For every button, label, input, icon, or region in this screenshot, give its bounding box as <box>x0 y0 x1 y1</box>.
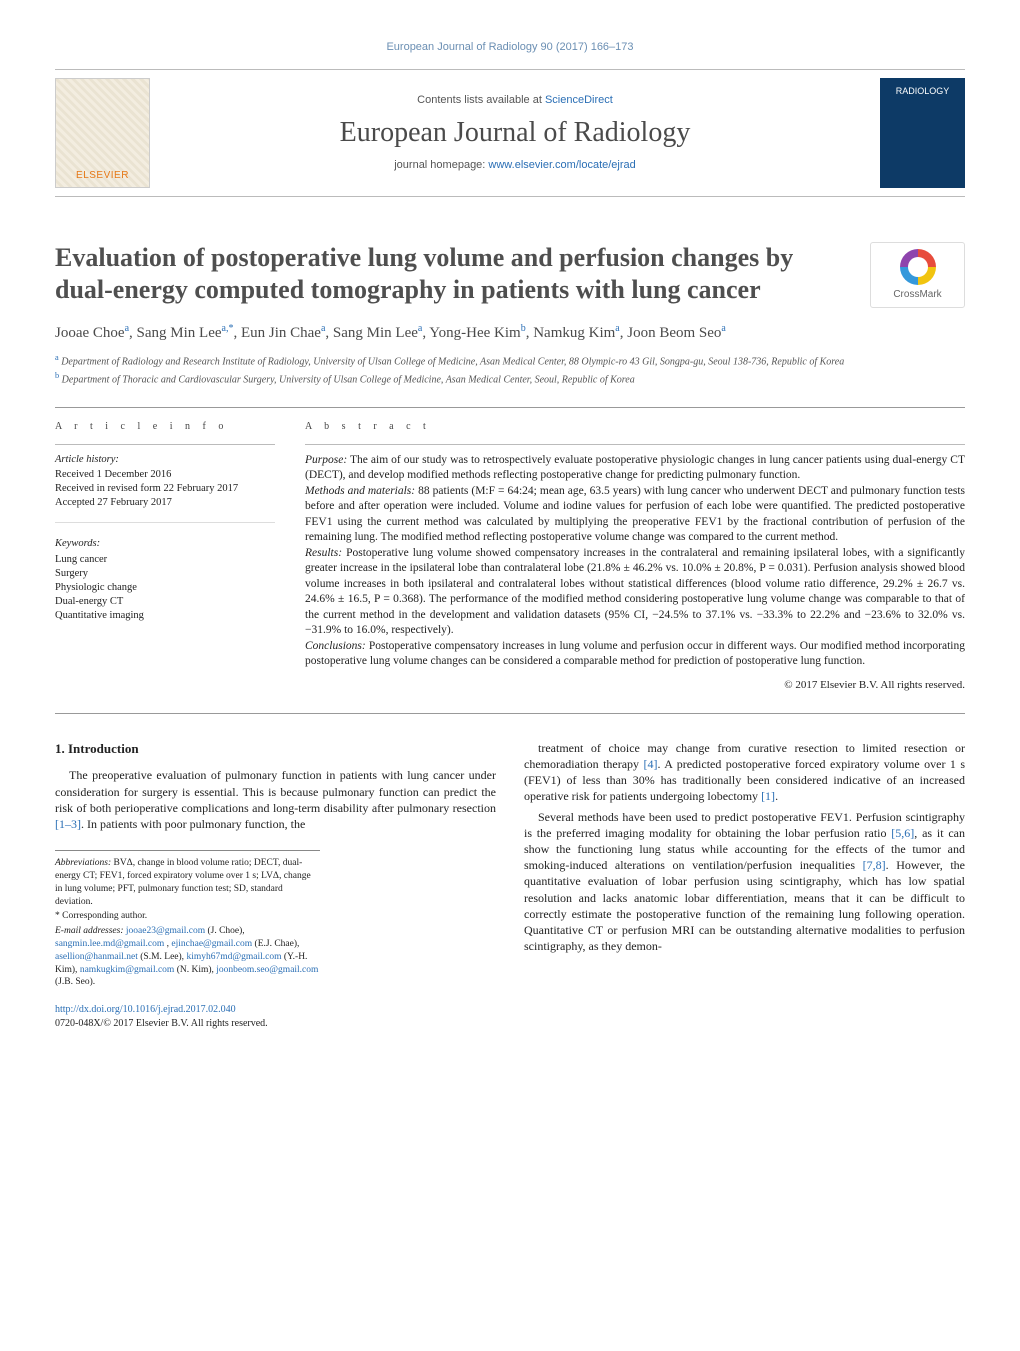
doi-link[interactable]: http://dx.doi.org/10.1016/j.ejrad.2017.0… <box>55 1004 236 1015</box>
keyword: Quantitative imaging <box>55 609 275 623</box>
intro-para-1: The preoperative evaluation of pulmonary… <box>55 767 496 832</box>
divider <box>55 713 965 714</box>
intro-para-3: Several methods have been used to predic… <box>524 809 965 955</box>
section-heading-intro: 1. Introduction <box>55 740 496 758</box>
article-info-heading: a r t i c l e i n f o <box>55 420 275 434</box>
author-email-link[interactable]: sangmin.lee.md@gmail.com <box>55 939 164 949</box>
article-history-head: Article history: <box>55 453 275 467</box>
crossmark-icon <box>900 249 936 285</box>
homepage-prefix: journal homepage: <box>394 159 488 171</box>
doi-block: http://dx.doi.org/10.1016/j.ejrad.2017.0… <box>55 1003 496 1030</box>
article-title: Evaluation of postoperative lung volume … <box>55 242 850 307</box>
corresponding-author-line: * Corresponding author. <box>55 910 320 923</box>
abstract-paragraph: Methods and materials: 88 patients (M:F … <box>305 484 965 546</box>
abstract-column: a b s t r a c t Purpose: The aim of our … <box>305 420 965 693</box>
journal-cover-thumb: RADIOLOGY <box>880 78 965 188</box>
abbreviations-line: Abbreviations: BVΔ, change in blood volu… <box>55 857 320 908</box>
keyword: Physiologic change <box>55 581 275 595</box>
body-column-right: treatment of choice may change from cura… <box>524 740 965 1030</box>
crossmark-label: CrossMark <box>893 288 941 302</box>
abstract-paragraph: Conclusions: Postoperative compensatory … <box>305 639 965 670</box>
keywords-head: Keywords: <box>55 537 275 551</box>
emails-block: E-mail addresses: jooae23@gmail.com (J. … <box>55 925 320 989</box>
abbrev-label: Abbreviations: <box>55 858 111 868</box>
intro-para-2: treatment of choice may change from cura… <box>524 740 965 805</box>
publisher-logo-label: ELSEVIER <box>76 169 129 183</box>
author-email-link[interactable]: joonbeom.seo@gmail.com <box>216 965 318 975</box>
issn-copyright-line: 0720-048X/© 2017 Elsevier B.V. All right… <box>55 1018 268 1029</box>
abstract-paragraph: Purpose: The aim of our study was to ret… <box>305 453 965 484</box>
email-label: E-mail addresses: <box>55 926 124 936</box>
sciencedirect-link[interactable]: ScienceDirect <box>545 94 613 106</box>
journal-name: European Journal of Radiology <box>168 114 862 152</box>
cover-label: RADIOLOGY <box>896 85 950 97</box>
divider <box>55 407 965 408</box>
keyword: Surgery <box>55 567 275 581</box>
history-line: Received 1 December 2016 <box>55 468 275 482</box>
abstract-paragraph: Results: Postoperative lung volume showe… <box>305 546 965 639</box>
contents-available-line: Contents lists available at ScienceDirec… <box>168 93 862 108</box>
author-email-link[interactable]: jooae23@gmail.com <box>126 926 205 936</box>
author-email-link[interactable]: namkugkim@gmail.com <box>80 965 175 975</box>
running-head: European Journal of Radiology 90 (2017) … <box>55 40 965 55</box>
history-line: Received in revised form 22 February 201… <box>55 482 275 496</box>
body-column-left: 1. Introduction The preoperative evaluat… <box>55 740 496 1030</box>
keyword: Lung cancer <box>55 553 275 567</box>
author-email-link[interactable]: kimyh67md@gmail.com <box>186 952 281 962</box>
masthead: ELSEVIER Contents lists available at Sci… <box>55 69 965 197</box>
author-email-link[interactable]: asellion@hanmail.net <box>55 952 138 962</box>
abstract-copyright: © 2017 Elsevier B.V. All rights reserved… <box>305 678 965 693</box>
journal-homepage-link[interactable]: www.elsevier.com/locate/ejrad <box>488 159 635 171</box>
author-email-link[interactable]: ejinchae@gmail.com <box>171 939 252 949</box>
abstract-heading: a b s t r a c t <box>305 420 965 434</box>
keyword: Dual-energy CT <box>55 595 275 609</box>
article-info-column: a r t i c l e i n f o Article history: R… <box>55 420 275 693</box>
authors-line: Jooae Choea, Sang Min Leea,*, Eun Jin Ch… <box>55 322 965 343</box>
journal-homepage-line: journal homepage: www.elsevier.com/locat… <box>168 158 862 173</box>
crossmark-badge[interactable]: CrossMark <box>870 242 965 309</box>
contents-prefix: Contents lists available at <box>417 94 545 106</box>
affiliation: b Department of Thoracic and Cardiovascu… <box>55 370 965 387</box>
affiliation: a Department of Radiology and Research I… <box>55 352 965 369</box>
footnotes-block: Abbreviations: BVΔ, change in blood volu… <box>55 850 320 989</box>
history-line: Accepted 27 February 2017 <box>55 496 275 510</box>
publisher-logo: ELSEVIER <box>55 78 150 188</box>
